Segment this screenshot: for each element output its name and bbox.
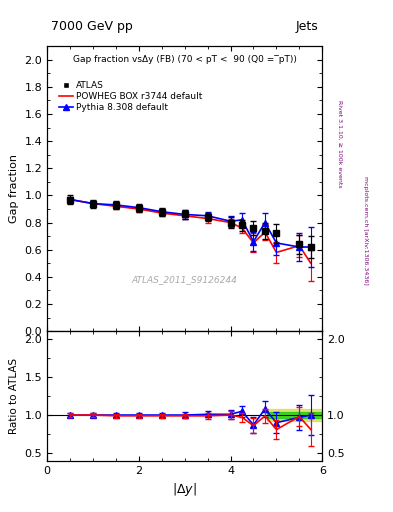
Y-axis label: Gap fraction: Gap fraction — [9, 154, 19, 223]
X-axis label: $|\Delta y|$: $|\Delta y|$ — [172, 481, 197, 498]
Text: Jets: Jets — [296, 20, 318, 33]
Text: 7000 GeV pp: 7000 GeV pp — [51, 20, 133, 33]
Text: ATLAS_2011_S9126244: ATLAS_2011_S9126244 — [132, 275, 238, 284]
Y-axis label: Ratio to ATLAS: Ratio to ATLAS — [9, 358, 19, 434]
Text: Gap fraction vsΔy (FB) (70 < pT <  90 (Q0 =‾pT)): Gap fraction vsΔy (FB) (70 < pT < 90 (Q0… — [73, 55, 297, 63]
Text: mcplots.cern.ch [arXiv:1306.3436]: mcplots.cern.ch [arXiv:1306.3436] — [363, 176, 368, 285]
Text: Rivet 3.1.10, ≥ 100k events: Rivet 3.1.10, ≥ 100k events — [338, 99, 342, 187]
Legend: ATLAS, POWHEG BOX r3744 default, Pythia 8.308 default: ATLAS, POWHEG BOX r3744 default, Pythia … — [57, 79, 204, 114]
